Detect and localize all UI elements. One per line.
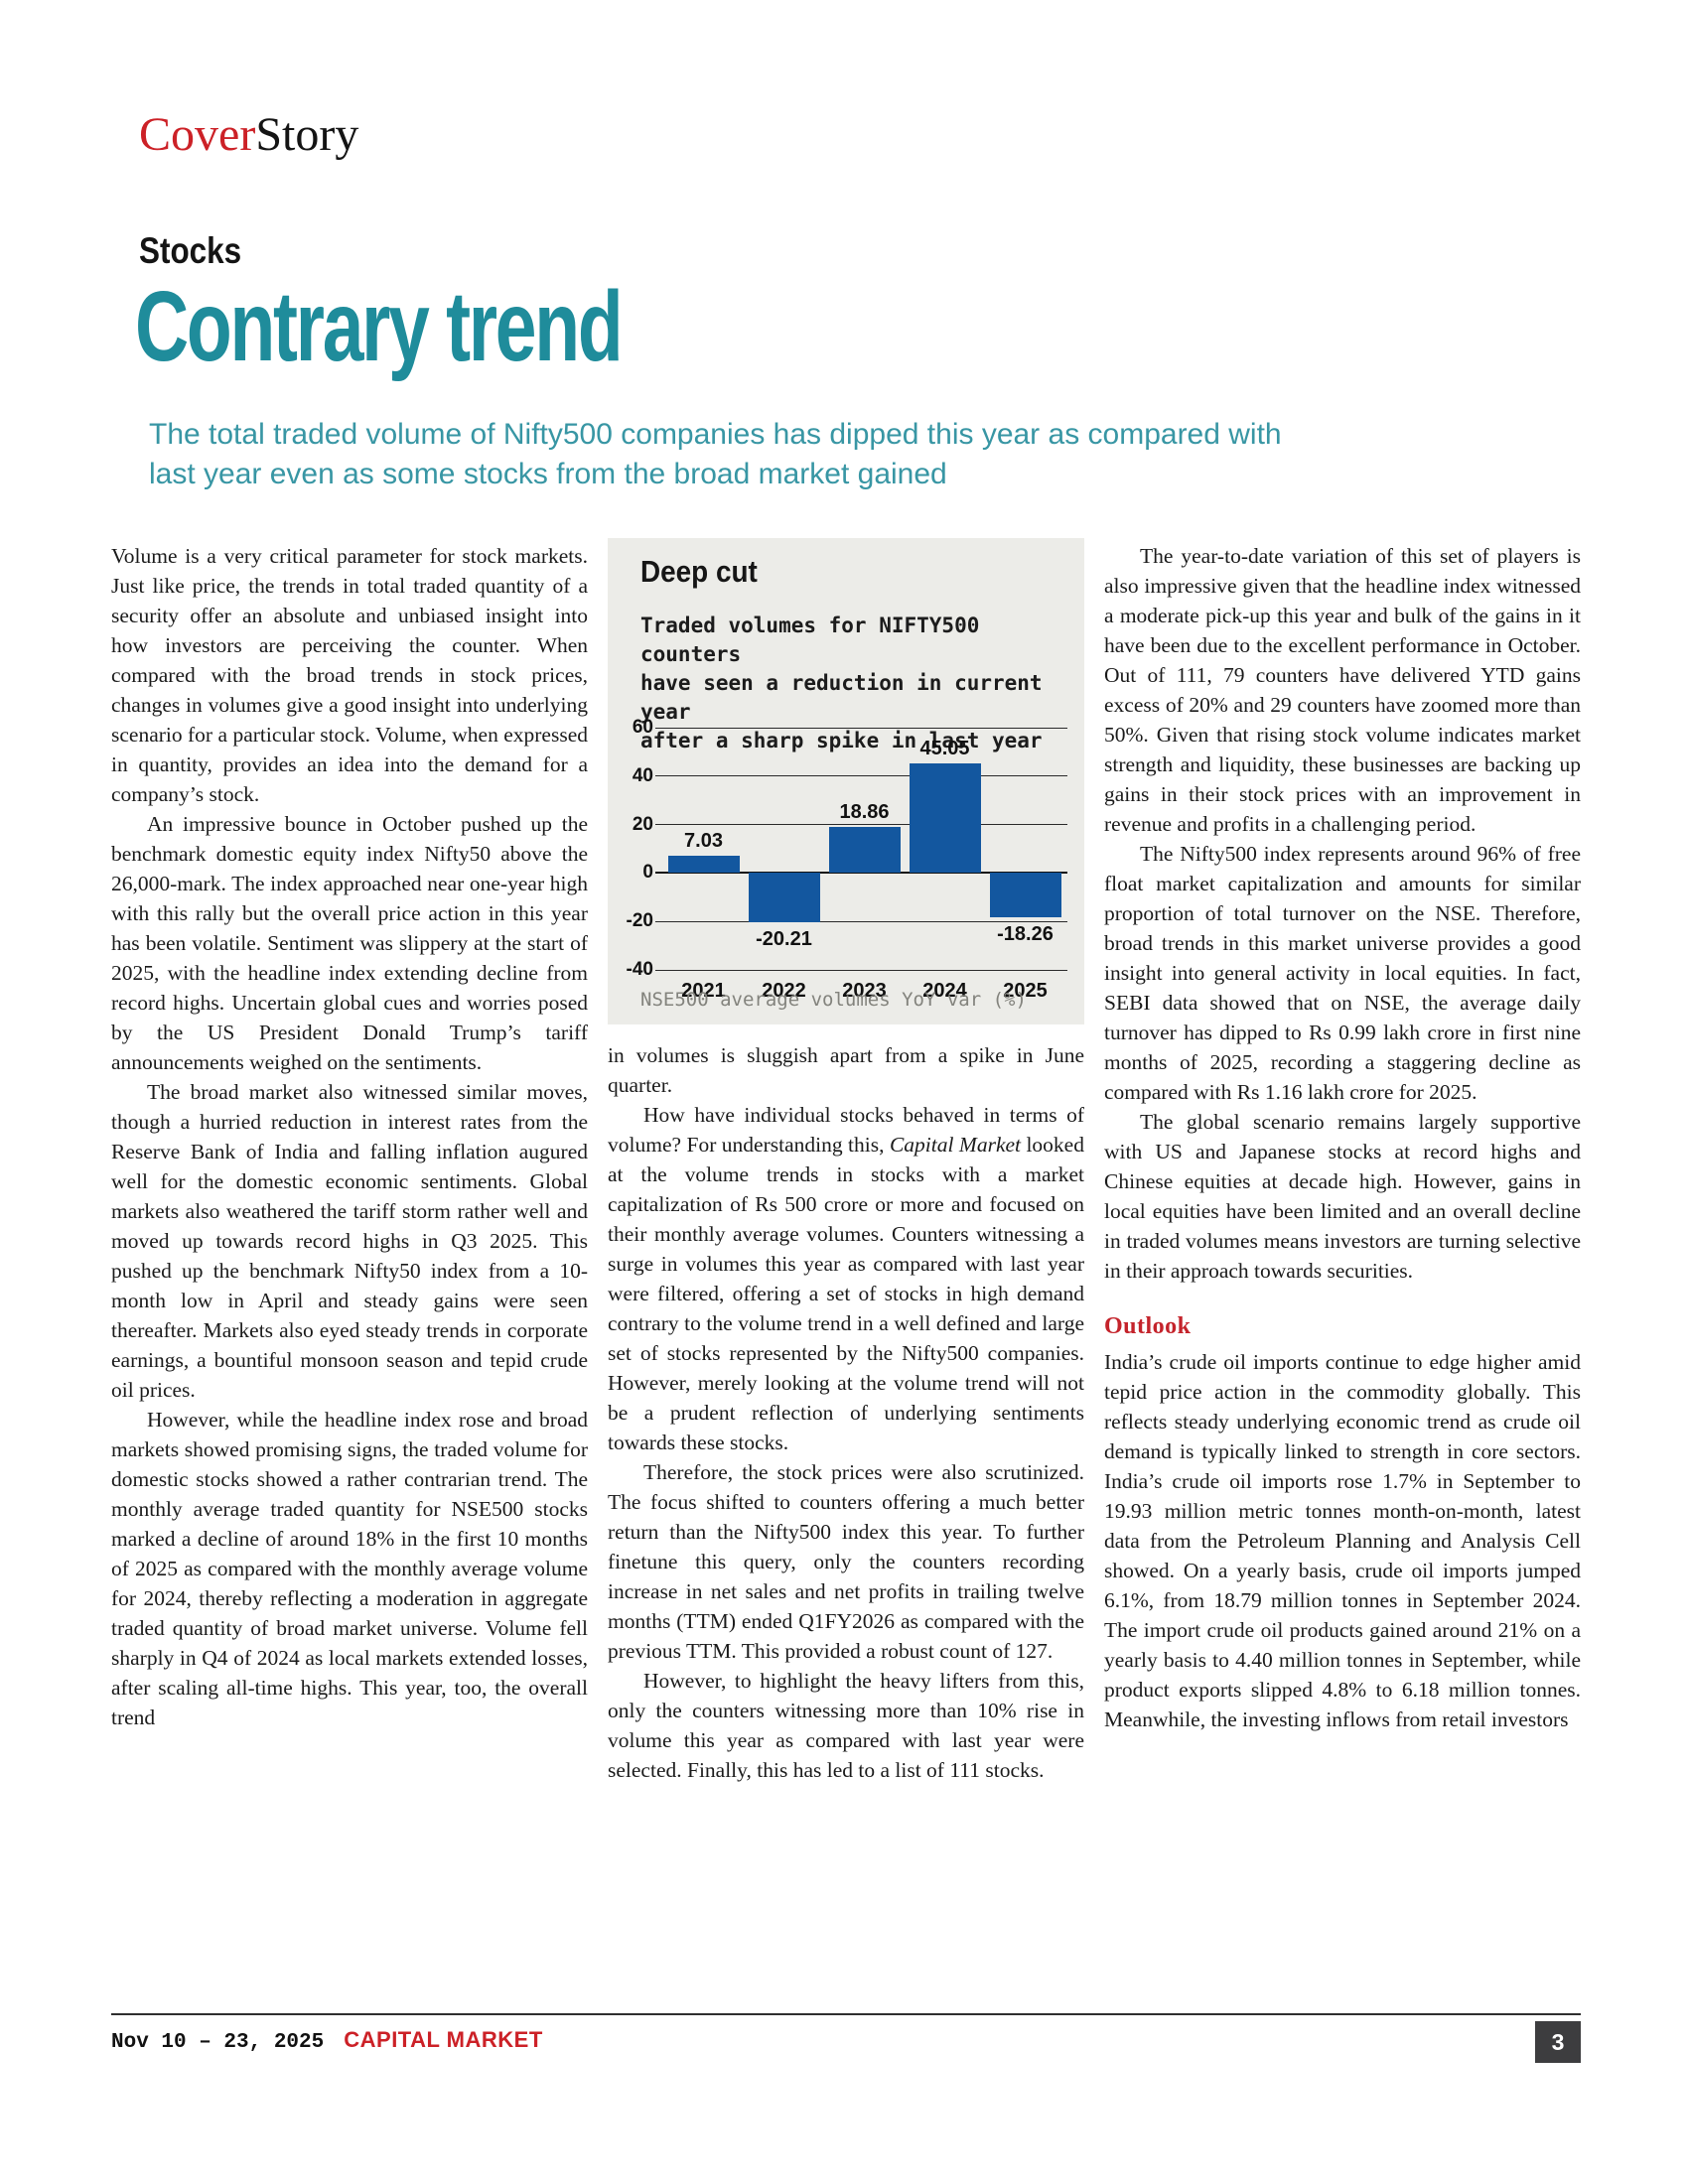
- bar-value-2021: 7.03: [684, 830, 723, 853]
- bar-2024: [909, 763, 981, 874]
- bar-value-2023: 18.86: [839, 801, 890, 824]
- standfirst-line: last year even as some stocks from the b…: [149, 458, 947, 490]
- paragraph: An impressive bounce in October pushed u…: [111, 812, 588, 1074]
- bar-value-2022: -20.21: [756, 927, 812, 950]
- magazine-name-italic: Capital Market: [889, 1133, 1021, 1157]
- footer-date: Nov 10 – 23, 2025: [111, 2031, 325, 2054]
- gridline-40: [655, 775, 1067, 777]
- footer: Nov 10 – 23, 2025 CAPITAL MARKET: [111, 2027, 543, 2054]
- article-column-3: The year-to-date variation of this set o…: [1104, 541, 1581, 1971]
- bar-2021: [667, 856, 740, 874]
- y-tick-label-20: 20: [632, 813, 653, 835]
- paragraph: India’s crude oil imports continue to ed…: [1104, 1350, 1581, 1731]
- outlook-heading: Outlook: [1104, 1313, 1192, 1339]
- x-tick-label-2021: 2021: [681, 980, 726, 1002]
- bar-value-2025: -18.26: [997, 922, 1054, 945]
- chart-description: Traded volumes for NIFTY500 counters hav…: [640, 612, 1084, 755]
- page-title: Contrary trend: [135, 271, 624, 382]
- page-number-box: 3: [1535, 2021, 1581, 2063]
- standfirst: The total traded volume of Nifty500 comp…: [149, 415, 1282, 494]
- bar-2022: [748, 873, 820, 922]
- y-tick-label-60: 60: [632, 717, 653, 738]
- gridline--20: [655, 920, 1067, 922]
- bar-2023: [828, 827, 901, 874]
- paragraph: Volume is a very critical parameter for …: [111, 544, 588, 806]
- y-tick-label-0: 0: [642, 862, 653, 884]
- x-tick-label-2025: 2025: [1003, 980, 1048, 1002]
- chart-footnote: NSE500 average volumes YoY var (%): [640, 989, 1027, 1011]
- paragraph: The global scenario remains largely supp…: [1104, 1110, 1581, 1283]
- paragraph: However, while the headline index rose a…: [111, 1408, 588, 1729]
- paragraph-text: How have individual stocks behaved in te…: [608, 1103, 1084, 1157]
- x-tick-label-2024: 2024: [922, 980, 967, 1002]
- paragraph-text: looked at the volume trends in stocks wi…: [608, 1133, 1084, 1454]
- gridline-0: [655, 872, 1067, 875]
- article-column-1: Volume is a very critical parameter for …: [111, 541, 588, 1971]
- paragraph: The year-to-date variation of this set o…: [1104, 544, 1581, 836]
- gridline-60: [655, 727, 1067, 729]
- y-tick-label-40: 40: [632, 764, 653, 786]
- bar-chart: 60 40 20 0 -20 -40 7.03 2021 -20.21 2022 18.86 2023…: [627, 717, 1067, 1002]
- paragraph: The broad market also witnessed similar …: [111, 1080, 588, 1402]
- paragraph: Therefore, the stock prices were also sc…: [608, 1460, 1084, 1663]
- kicker: CoverStory: [139, 107, 358, 162]
- bar-value-2024: 45.05: [919, 738, 970, 760]
- y-tick-label--20: -20: [626, 910, 653, 932]
- chart-description-line: after a sharp spike in last year: [640, 729, 1043, 752]
- footer-magazine-name: CAPITAL MARKET: [344, 2027, 543, 2052]
- paragraph: However, to highlight the heavy lifters …: [608, 1669, 1084, 1782]
- bar-2025: [989, 873, 1061, 917]
- gridline-20: [655, 824, 1067, 826]
- footer-rule: [111, 2013, 1581, 2015]
- section-label: Stocks: [139, 230, 242, 271]
- y-tick-label--40: -40: [626, 959, 653, 980]
- x-tick-label-2023: 2023: [842, 980, 887, 1002]
- gridline--40: [655, 969, 1067, 971]
- chart-description-line: have seen a reduction in current year: [640, 671, 1043, 724]
- chart-box: Deep cut Traded volumes for NIFTY500 cou…: [608, 538, 1084, 1024]
- kicker-story: Story: [255, 108, 359, 161]
- paragraph: The Nifty500 index represents around 96%…: [1104, 842, 1581, 1104]
- page-number: 3: [1551, 2028, 1565, 2055]
- paragraph: in volumes is sluggish apart from a spik…: [608, 1043, 1084, 1097]
- chart-description-line: Traded volumes for NIFTY500 counters: [640, 614, 980, 666]
- x-tick-label-2022: 2022: [762, 980, 806, 1002]
- article-column-2: in volumes is sluggish apart from a spik…: [608, 1040, 1084, 1971]
- kicker-cover: Cover: [139, 108, 256, 161]
- chart-title: Deep cut: [640, 554, 758, 589]
- paragraph: How have individual stocks behaved in te…: [608, 1100, 1084, 1457]
- standfirst-line: The total traded volume of Nifty500 comp…: [149, 418, 1282, 451]
